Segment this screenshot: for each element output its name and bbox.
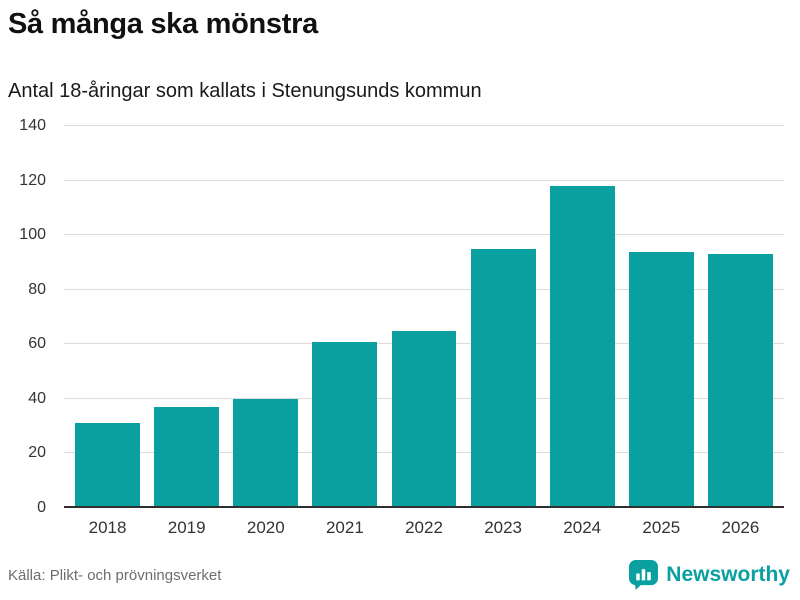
- x-tick-label: 2020: [246, 518, 285, 537]
- gridline: [64, 234, 784, 236]
- chart-footer: Källa: Plikt- och prövningsverket Newswo…: [8, 558, 790, 592]
- y-tick-label: 60: [28, 335, 46, 353]
- bar-slot: [543, 126, 622, 508]
- y-tick-label: 20: [28, 444, 46, 462]
- x-tick-label: 2019: [167, 518, 206, 537]
- bar-2020: [233, 398, 299, 508]
- bar-slot: [701, 126, 780, 508]
- chart-title: Så många ska mönstra: [8, 8, 318, 40]
- bar-slot: [305, 126, 384, 508]
- plot-area: [64, 125, 784, 508]
- x-tick-label: 2024: [563, 518, 602, 537]
- bar-2018: [75, 423, 140, 508]
- y-tick-label: 120: [19, 171, 46, 189]
- newsworthy-brand-link[interactable]: Newsworthy: [629, 560, 790, 590]
- bar-slot: [384, 126, 463, 508]
- bar-slot: [226, 126, 305, 508]
- x-tick-label: 2018: [88, 518, 127, 537]
- y-axis-labels: 0 20 40 60 80 100 120 140: [8, 117, 56, 516]
- x-tick-label: 2022: [405, 518, 443, 537]
- newsworthy-logo-icon: [629, 560, 659, 590]
- x-tick-label: 2026: [721, 518, 760, 537]
- y-tick-label: 140: [19, 117, 46, 134]
- gridline: [64, 179, 784, 181]
- bar-2022: [391, 330, 457, 508]
- x-axis-labels: 2018 2019 2020 2021 2022 2023 2024 2025 2026: [64, 518, 784, 538]
- chart-subtitle: Antal 18-åringar som kallats i Stenungsu…: [8, 80, 482, 102]
- bar-slot: [622, 126, 701, 508]
- bar-2023: [470, 248, 536, 508]
- y-tick-label: 100: [19, 226, 46, 244]
- bar-2019: [154, 407, 220, 508]
- bar-2026: [708, 254, 773, 508]
- y-tick-label: 40: [28, 389, 46, 407]
- bar-2024: [549, 186, 615, 508]
- source-note: Källa: Plikt- och prövningsverket: [8, 566, 222, 584]
- x-tick-label: 2025: [642, 518, 681, 537]
- bar-slot: [464, 126, 543, 508]
- gridline: [64, 125, 784, 126]
- bar-slot: [68, 126, 147, 508]
- bar-2021: [312, 341, 378, 508]
- newsworthy-brand-label: Newsworthy: [666, 563, 790, 586]
- bars-container: [64, 126, 784, 508]
- x-tick-label: 2023: [484, 518, 523, 537]
- bar-2025: [628, 251, 694, 508]
- y-tick-label: 80: [28, 280, 46, 298]
- gridline: [64, 288, 784, 290]
- x-tick-label: 2021: [325, 518, 364, 537]
- bar-slot: [147, 126, 226, 508]
- y-tick-label: 0: [37, 499, 46, 516]
- x-axis-line: [64, 506, 784, 508]
- bar-chart: 0 20 40 60 80 100 120 140 2018 2019 2020 2021 2022 2…: [8, 117, 792, 548]
